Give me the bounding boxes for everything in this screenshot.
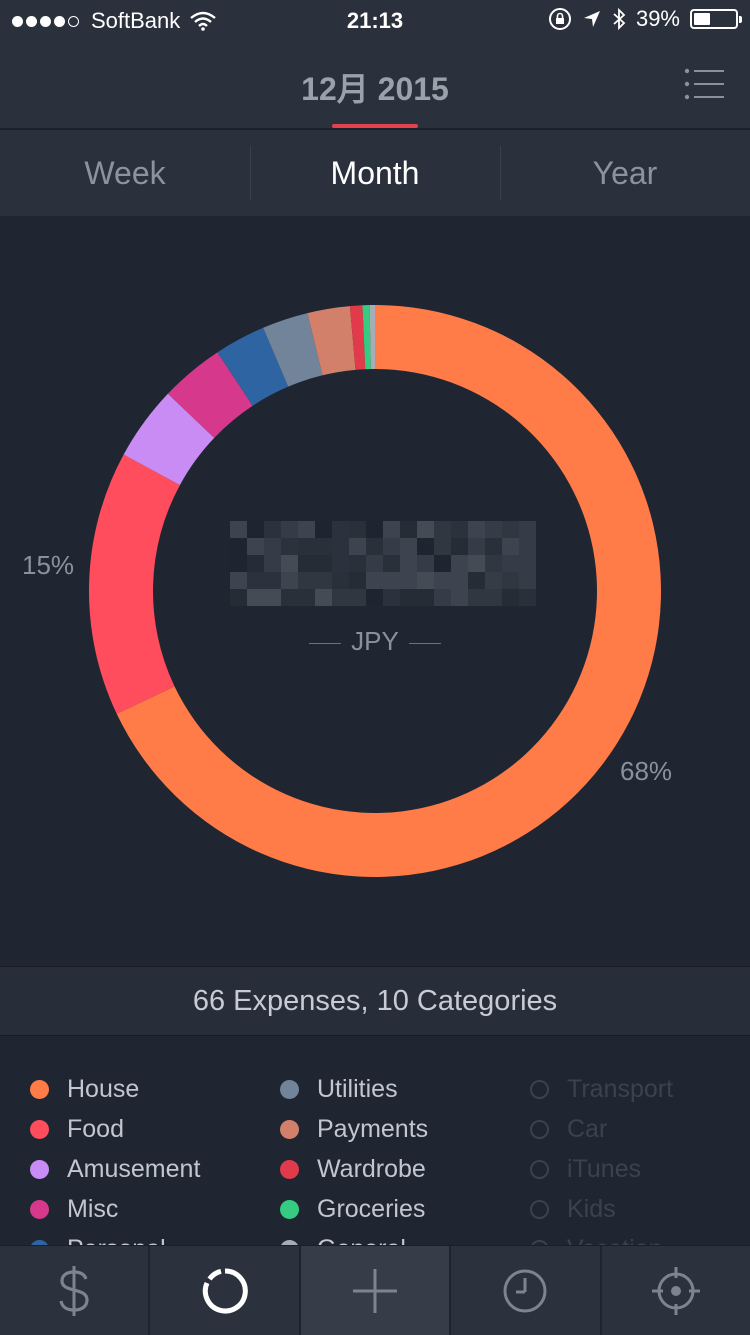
legend-item-kids[interactable]: Kids (530, 1189, 673, 1229)
legend-dot-icon (280, 1239, 299, 1245)
legend-item-payments[interactable]: Payments (280, 1109, 428, 1149)
legend-label: Groceries (317, 1194, 426, 1223)
legend-column: House Food Amusement Misc Personal (30, 1069, 200, 1245)
clock-icon (503, 1269, 547, 1312)
currency-label: JPY (230, 626, 520, 657)
donut-slice-utilities[interactable] (263, 313, 323, 387)
legend-label: Personal (67, 1235, 166, 1246)
legend-label: Food (67, 1114, 124, 1143)
legend-label: iTunes (567, 1154, 642, 1183)
donut-chart[interactable] (0, 216, 750, 966)
donut-slice-misc[interactable] (167, 352, 253, 438)
legend-dot-icon (530, 1119, 549, 1139)
wifi-icon (190, 11, 217, 31)
tab-history[interactable] (449, 1246, 599, 1335)
legend-item-car[interactable]: Car (530, 1109, 673, 1149)
location-icon (651, 1266, 700, 1315)
plus-icon (353, 1268, 398, 1313)
donut-slice-amusement[interactable] (123, 393, 215, 486)
legend-item-general[interactable]: General (280, 1229, 428, 1245)
tab-add[interactable] (298, 1246, 450, 1335)
slice-label-food: 15% (22, 550, 75, 580)
donut-slice-payments[interactable] (307, 306, 356, 376)
legend-label: Kids (567, 1194, 616, 1223)
signal-strength-icon (12, 15, 79, 27)
battery-percent: 39% (635, 6, 680, 31)
legend-label: General (317, 1235, 406, 1246)
expense-summary: 66 Expenses, 10 Categories (0, 966, 750, 1036)
legend-dot-icon (530, 1199, 549, 1219)
expense-chart: 68% 15% JPY (0, 216, 750, 966)
legend-label: Payments (317, 1114, 429, 1143)
title-underline (332, 124, 418, 128)
legend-label: Misc (67, 1194, 119, 1223)
legend-item-amusement[interactable]: Amusement (30, 1149, 200, 1189)
legend-column: Transport Car iTunes Kids Vacation (530, 1069, 673, 1245)
legend-item-vacation[interactable]: Vacation (530, 1229, 673, 1245)
carrier-label: SoftBank (91, 8, 181, 33)
list-icon[interactable] (684, 68, 726, 100)
segment-month[interactable]: Month (250, 130, 500, 216)
legend-dot-icon (30, 1119, 49, 1139)
tab-bar (0, 1245, 750, 1335)
segment-year[interactable]: Year (500, 130, 750, 216)
legend-label: Utilities (317, 1074, 398, 1103)
donut-slice-general[interactable] (369, 305, 375, 370)
tab-chart[interactable] (148, 1246, 298, 1335)
legend-dot-icon (280, 1159, 299, 1179)
tab-location[interactable] (599, 1246, 750, 1335)
legend-item-wardrobe[interactable]: Wardrobe (280, 1149, 428, 1189)
top-bar: SoftBank 21:13 39% 12月 201 (0, 0, 750, 128)
donut-slice-wardrobe[interactable] (349, 305, 366, 370)
legend-dot-icon (280, 1119, 299, 1139)
legend-dot-icon (30, 1239, 49, 1245)
legend-dot-icon (30, 1159, 49, 1179)
status-bar: SoftBank 21:13 39% (0, 0, 750, 40)
legend-item-misc[interactable]: Misc (30, 1189, 200, 1229)
legend-label: Transport (567, 1074, 674, 1103)
legend-item-groceries[interactable]: Groceries (280, 1189, 428, 1229)
donut-slice-groceries[interactable] (362, 305, 371, 370)
chart-ring-icon (202, 1267, 248, 1313)
donut-slice-food[interactable] (88, 454, 180, 714)
divider (0, 128, 750, 130)
total-amount (230, 521, 540, 631)
legend-label: Car (567, 1114, 608, 1143)
legend-item-itunes[interactable]: iTunes (530, 1149, 673, 1189)
legend-item-utilities[interactable]: Utilities (280, 1069, 428, 1109)
bluetooth-icon (613, 7, 626, 31)
legend-item-food[interactable]: Food (30, 1109, 200, 1149)
location-arrow-icon (583, 11, 600, 27)
legend-dot-icon (280, 1199, 299, 1219)
legend-label: Vacation (567, 1235, 662, 1246)
legend-dot-icon (280, 1079, 299, 1099)
legend-label: Amusement (67, 1154, 201, 1183)
page-title[interactable]: 12月 2015 (301, 71, 449, 107)
period-segmented-control: Week Month Year (0, 130, 750, 216)
legend-dot-icon (530, 1159, 549, 1179)
donut-slice-personal[interactable] (217, 327, 289, 406)
legend-column: Utilities Payments Wardrobe Groceries Genera… (280, 1069, 428, 1245)
legend-dot-icon (530, 1079, 549, 1099)
slice-label-house: 68% (620, 756, 673, 786)
legend-dot-icon (30, 1199, 49, 1219)
legend-item-personal[interactable]: Personal (30, 1229, 200, 1245)
legend-item-transport[interactable]: Transport (530, 1069, 673, 1109)
status-time: 21:13 (346, 8, 404, 33)
dollar-icon (59, 1265, 89, 1316)
legend-item-house[interactable]: House (30, 1069, 200, 1109)
segment-week[interactable]: Week (84, 155, 166, 191)
category-legend: House Food Amusement Misc Personal Utilities… (0, 1035, 750, 1245)
rotation-lock-icon (548, 8, 571, 30)
legend-label: House (67, 1074, 140, 1103)
tab-expenses[interactable] (0, 1246, 148, 1335)
legend-dot-icon (30, 1079, 49, 1099)
battery-icon (690, 9, 742, 29)
legend-label: Wardrobe (317, 1154, 426, 1183)
total-amount-redacted (230, 521, 540, 606)
